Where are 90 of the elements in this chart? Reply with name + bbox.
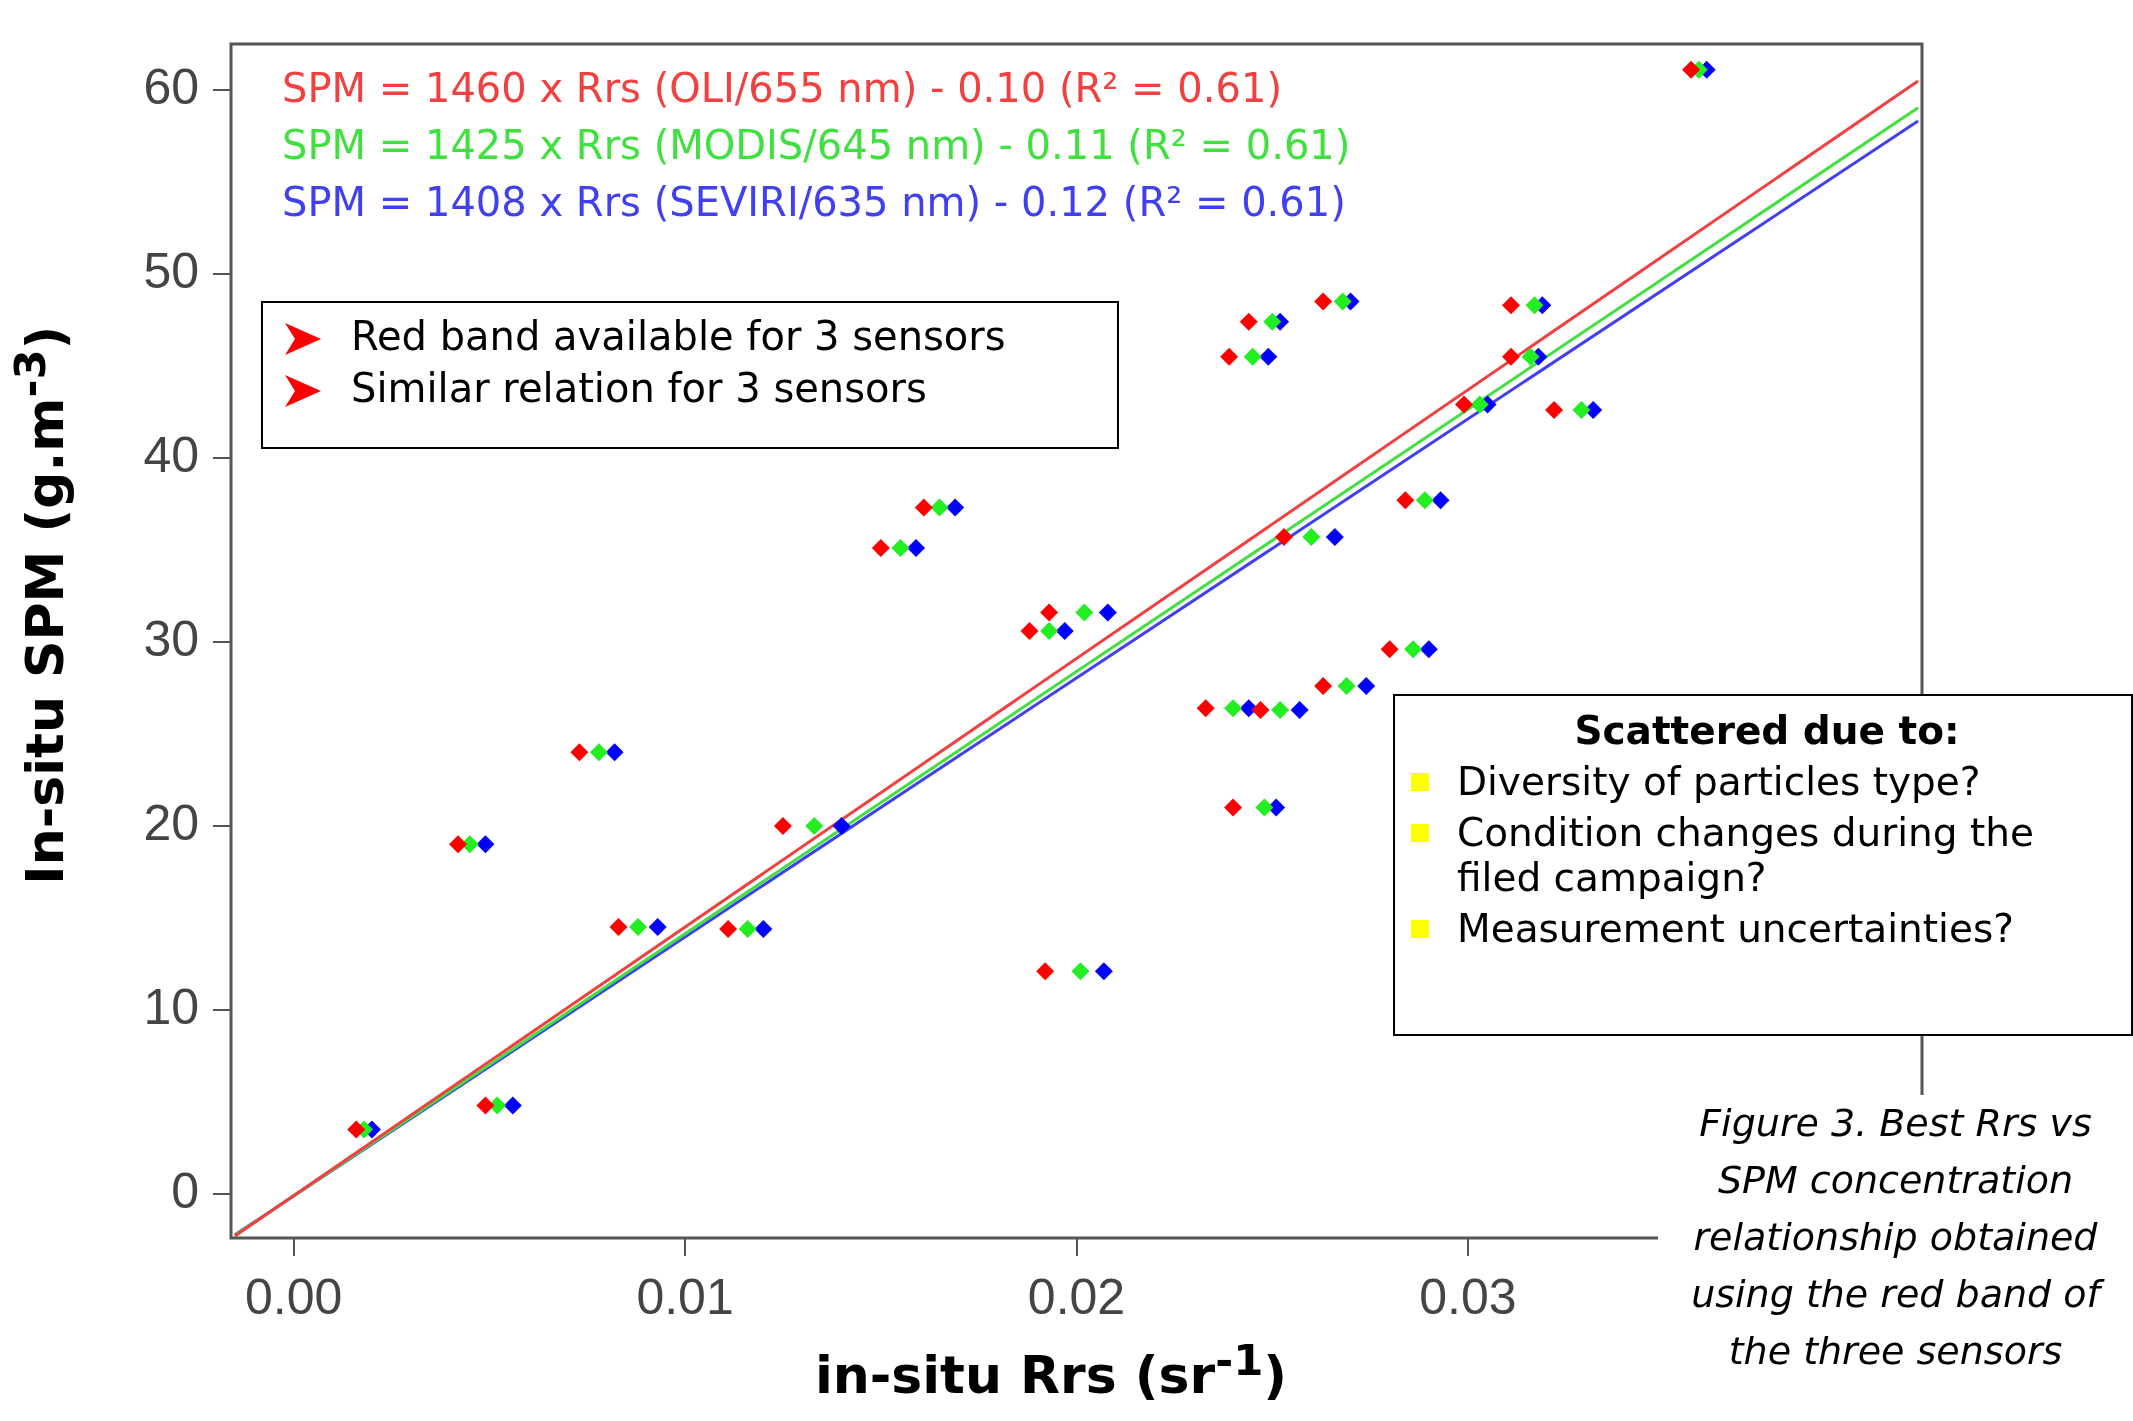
point bbox=[754, 919, 773, 938]
y-tick-label: 0 bbox=[171, 1162, 199, 1219]
point bbox=[946, 498, 965, 517]
y-tick-label: 10 bbox=[143, 978, 199, 1035]
point bbox=[1255, 798, 1274, 817]
point bbox=[589, 743, 608, 762]
text: SPM = 1425 x Rrs (MODIS/645 nm) - 0.11 (R² = 0.61) bbox=[282, 121, 1351, 170]
y-tick-label: 20 bbox=[143, 794, 199, 851]
annotation: Red band available for 3 sensors bbox=[351, 313, 1006, 359]
point bbox=[1470, 395, 1489, 414]
point bbox=[347, 1120, 366, 1139]
point bbox=[1098, 603, 1117, 622]
point bbox=[1525, 296, 1544, 315]
point bbox=[648, 918, 667, 937]
point bbox=[907, 539, 926, 558]
point bbox=[832, 816, 851, 835]
point bbox=[1036, 962, 1055, 981]
y-tick-label: 30 bbox=[143, 610, 199, 667]
point bbox=[1314, 677, 1333, 696]
point bbox=[1404, 640, 1423, 659]
point bbox=[1431, 491, 1450, 510]
point bbox=[1274, 528, 1293, 547]
point bbox=[1380, 640, 1399, 659]
point bbox=[1251, 700, 1270, 719]
point bbox=[1501, 347, 1520, 366]
annotation: Figure 3. Best Rrs vs SPM concentration relationship obtained using the red band of the three sensors bbox=[1658, 1095, 2133, 1421]
x-tick-label: 0.03 bbox=[1419, 1268, 1517, 1325]
point bbox=[1075, 603, 1094, 622]
point bbox=[1196, 699, 1215, 718]
point bbox=[1259, 347, 1278, 366]
text: SPM = 1460 x Rrs (OLI/655 nm) - 0.10 (R² = 0.61) bbox=[282, 64, 1283, 113]
annotation: Measurement uncertainties? bbox=[1457, 906, 2014, 951]
x-tick-label: 0.02 bbox=[1027, 1268, 1126, 1325]
point bbox=[1682, 60, 1701, 79]
point bbox=[773, 816, 792, 835]
point bbox=[1572, 401, 1591, 420]
point bbox=[930, 498, 949, 517]
point bbox=[1220, 347, 1239, 366]
point bbox=[1239, 312, 1258, 331]
point bbox=[1415, 491, 1434, 510]
annotation: Scattered due to: bbox=[1573, 708, 1961, 753]
point bbox=[1020, 621, 1039, 640]
point bbox=[1545, 401, 1564, 420]
point bbox=[1357, 677, 1376, 696]
point bbox=[1224, 798, 1243, 817]
point bbox=[1263, 312, 1282, 331]
point bbox=[914, 498, 933, 517]
y-tick-label: 40 bbox=[143, 426, 199, 483]
point bbox=[629, 918, 648, 937]
point bbox=[1314, 292, 1333, 311]
point bbox=[609, 918, 628, 937]
point bbox=[1071, 962, 1090, 981]
point bbox=[1055, 621, 1074, 640]
point bbox=[738, 919, 757, 938]
point bbox=[476, 835, 495, 854]
point bbox=[1325, 528, 1344, 547]
point bbox=[1224, 699, 1243, 718]
annotation: Similar relation for 3 sensors bbox=[351, 365, 927, 411]
text-box: Red band available for 3 sensors Similar relation for 3 sensors bbox=[261, 301, 1119, 449]
point bbox=[805, 816, 824, 835]
x-tick-label: 0.00 bbox=[244, 1268, 343, 1325]
y-tick-label: 50 bbox=[143, 242, 199, 299]
point bbox=[1243, 347, 1262, 366]
point bbox=[1337, 677, 1356, 696]
point bbox=[1040, 603, 1059, 622]
point bbox=[1455, 395, 1474, 414]
annotation: Diversity of particles type? bbox=[1457, 759, 1981, 804]
point bbox=[871, 539, 890, 558]
point bbox=[1396, 491, 1415, 510]
point bbox=[1419, 640, 1438, 659]
x-axis-title: in-situ Rrs (sr$^{-1}$) bbox=[814, 1335, 1288, 1406]
point bbox=[891, 539, 910, 558]
point bbox=[449, 835, 468, 854]
point bbox=[570, 743, 589, 762]
x-tick-label: 0.01 bbox=[636, 1268, 734, 1325]
point bbox=[1271, 700, 1290, 719]
point bbox=[1521, 347, 1540, 366]
annotation: Condition changes during the filed campaign? bbox=[1457, 810, 2035, 900]
point bbox=[476, 1096, 495, 1115]
point bbox=[1094, 962, 1113, 981]
y-tick-label: 60 bbox=[143, 58, 199, 115]
text: SPM = 1408 x Rrs (SEVIRI/635 nm) - 0.12 (R² = 0.61) bbox=[282, 178, 1347, 227]
point bbox=[503, 1096, 522, 1115]
point bbox=[1501, 296, 1520, 315]
point bbox=[605, 743, 624, 762]
point bbox=[719, 919, 738, 938]
point bbox=[1290, 700, 1309, 719]
point bbox=[1302, 528, 1321, 547]
point bbox=[1333, 292, 1352, 311]
point bbox=[1040, 621, 1059, 640]
